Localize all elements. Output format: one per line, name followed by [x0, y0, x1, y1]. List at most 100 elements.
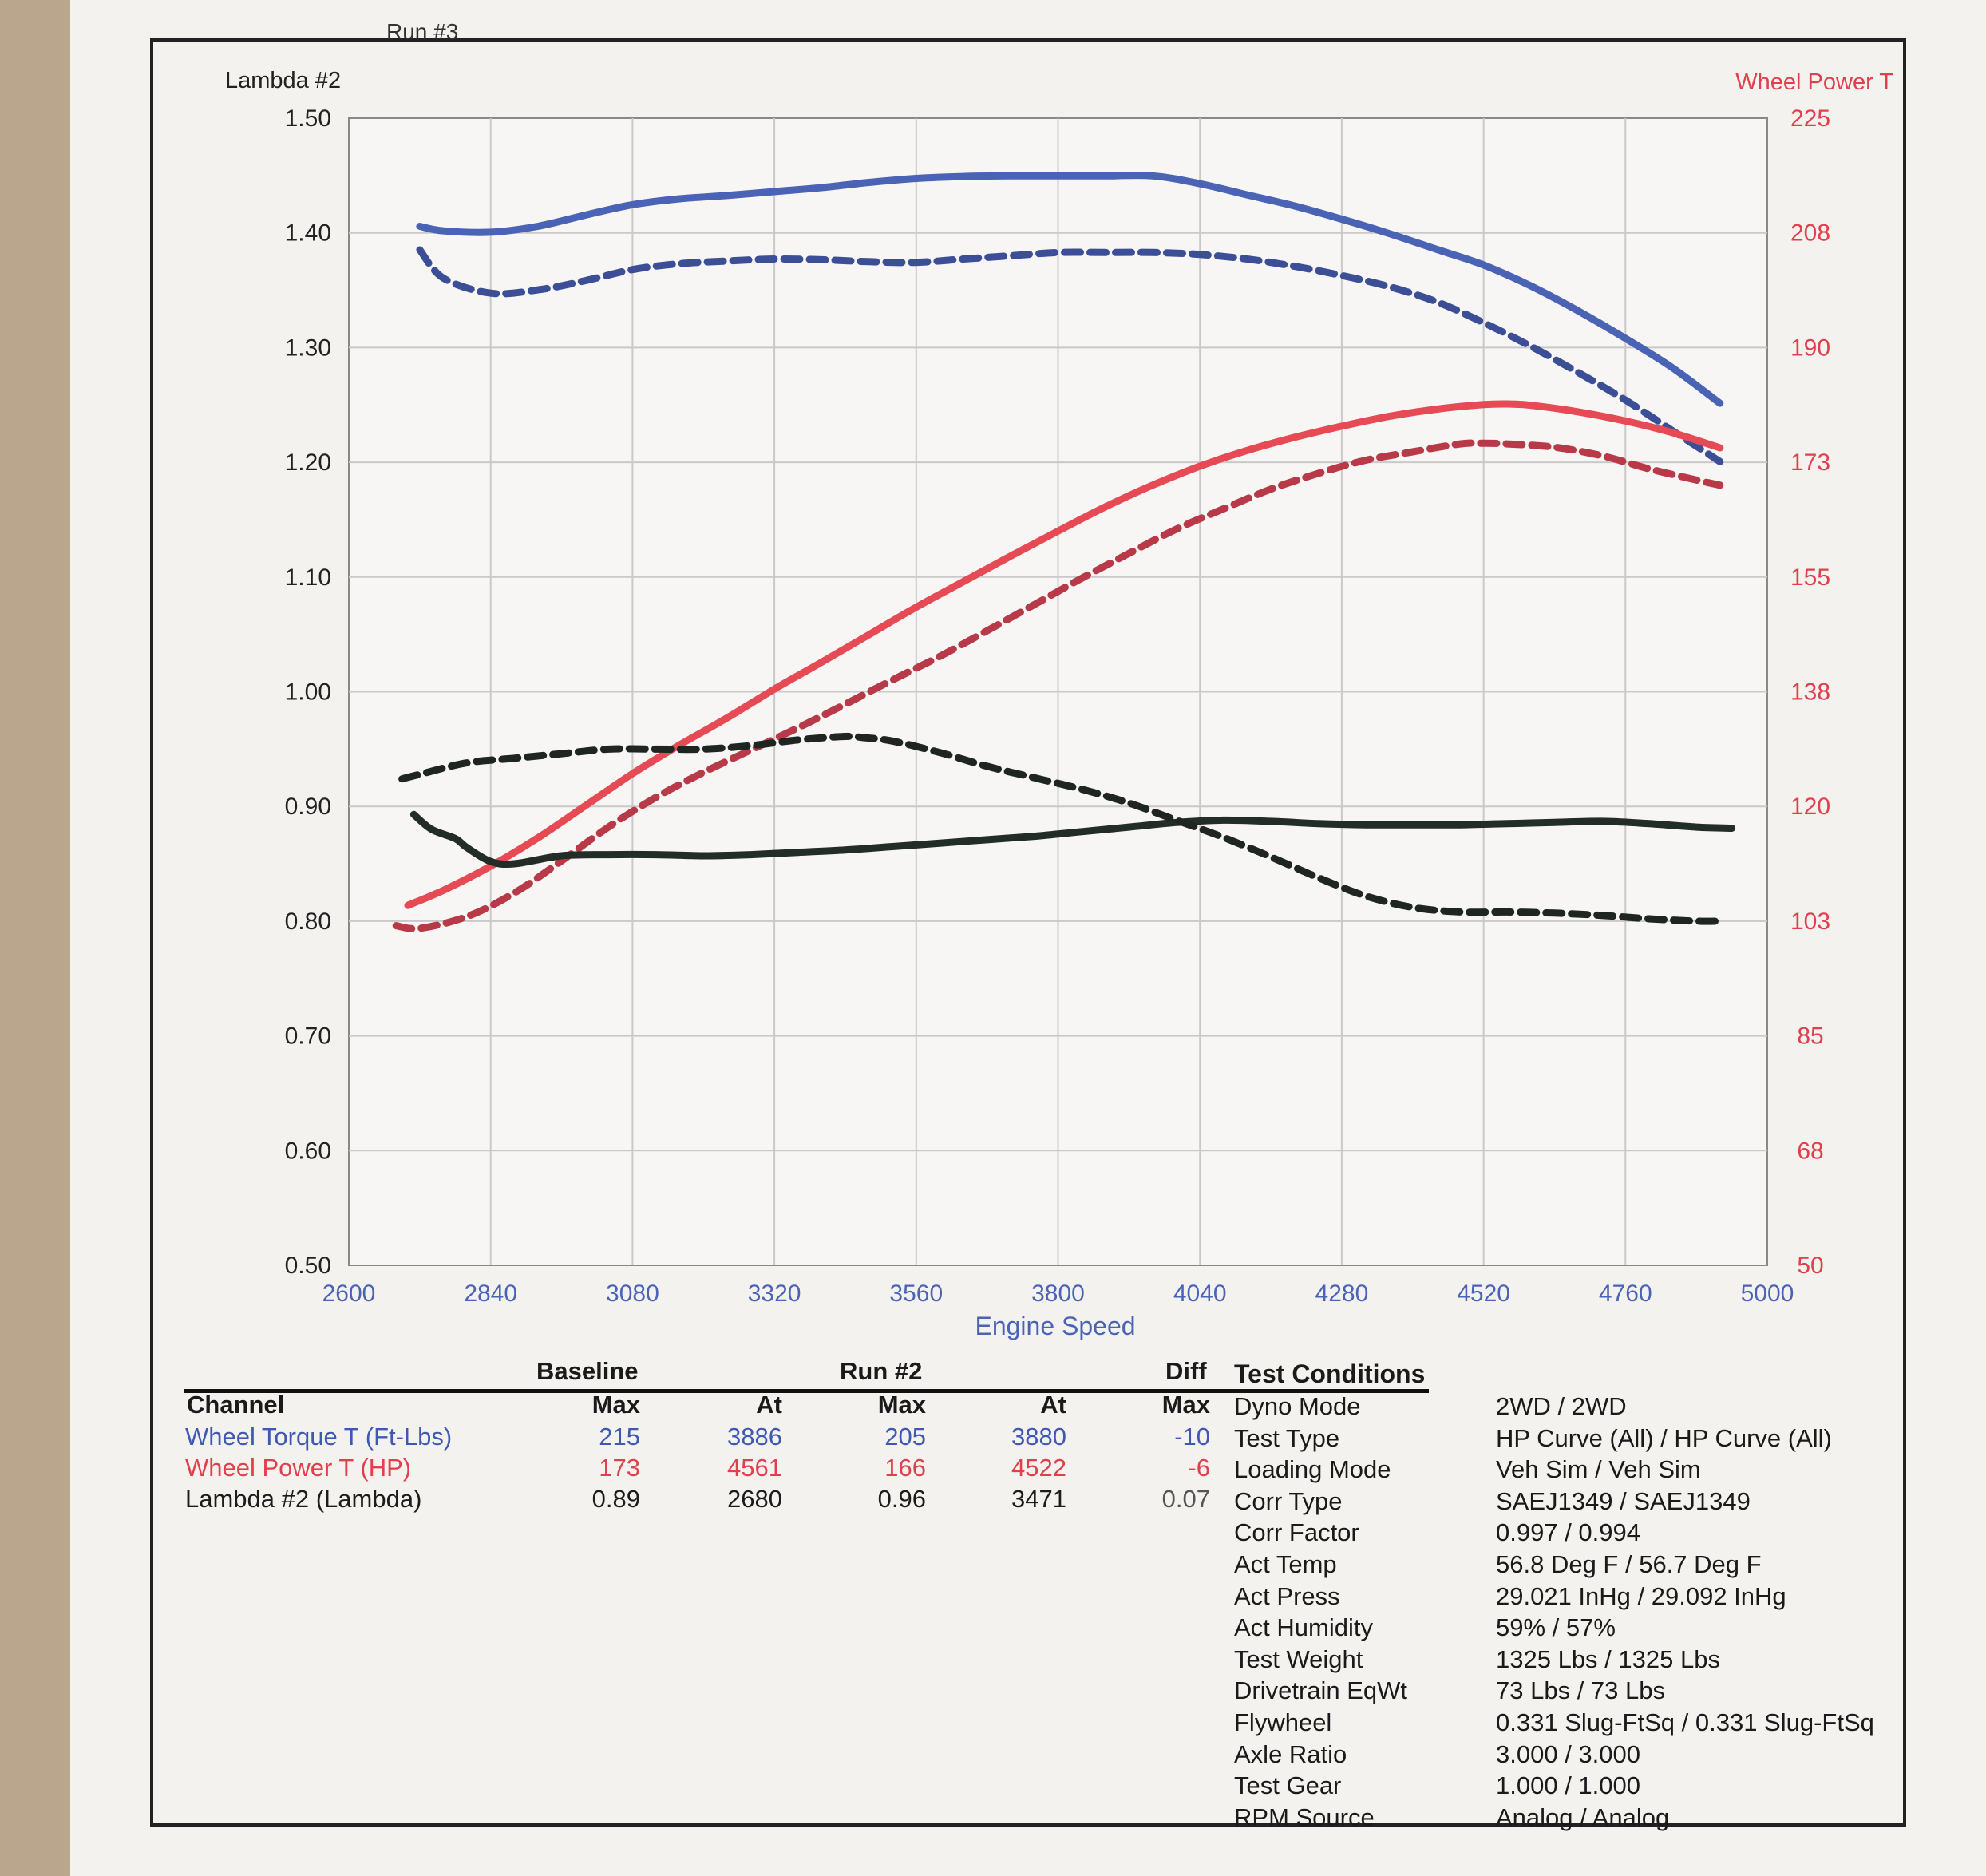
x-tick-label: 4760	[1599, 1280, 1652, 1307]
condition-label: Flywheel	[1234, 1708, 1332, 1736]
condition-label: Corr Type	[1234, 1486, 1343, 1515]
left-tick-label: 1.30	[285, 334, 331, 361]
left-tick-label: 0.90	[285, 794, 331, 820]
cell-run2-max: 205	[884, 1423, 926, 1451]
col-run2-max: Max	[877, 1391, 926, 1419]
condition-value: 59% / 57%	[1496, 1613, 1616, 1642]
cell-channel: Lambda #2 (Lambda)	[185, 1485, 422, 1513]
condition-label: Test Type	[1234, 1423, 1340, 1452]
cell-run2-at: 3471	[1011, 1485, 1066, 1513]
left-tick-label: 1.20	[285, 449, 331, 476]
series-line-1	[416, 246, 1724, 465]
left-tick-label: 0.50	[285, 1253, 331, 1279]
condition-value: 73 Lbs / 73 Lbs	[1496, 1676, 1665, 1705]
col-channel: Channel	[187, 1391, 285, 1419]
x-tick-label: 3080	[606, 1280, 659, 1307]
report-frame: Run #3	[150, 19, 1906, 1827]
condition-label: Act Press	[1234, 1581, 1340, 1610]
test-conditions-rule	[1233, 1389, 1429, 1393]
condition-value: HP Curve (All) / HP Curve (All)	[1496, 1423, 1832, 1452]
cell-diff-max: 0.07	[1161, 1485, 1210, 1513]
x-tick-label: 3560	[889, 1280, 943, 1307]
series-line-5	[398, 732, 1724, 925]
cell-run2-max: 166	[884, 1454, 926, 1482]
x-tick-label: 2600	[322, 1280, 376, 1307]
right-axis-label: Wheel Power T	[1735, 69, 1893, 95]
left-tick-label: 1.10	[285, 564, 331, 591]
cell-run2-at: 3880	[1011, 1423, 1066, 1451]
condition-label: Axle Ratio	[1234, 1739, 1347, 1768]
condition-label: RPM Source	[1234, 1803, 1375, 1831]
condition-value: 1325 Lbs / 1325 Lbs	[1496, 1644, 1720, 1673]
col-baseline-max: Max	[591, 1391, 640, 1419]
right-tick-label: 190	[1790, 334, 1830, 361]
run-title: Run #3	[386, 19, 459, 44]
cell-baseline-max: 173	[599, 1454, 640, 1482]
test-conditions-title: Test Conditions	[1234, 1360, 1426, 1388]
left-tick-label: 0.70	[285, 1023, 331, 1050]
group-run2: Run #2	[840, 1357, 923, 1385]
series-line-4	[409, 810, 1736, 869]
left-tick-label: 1.00	[285, 679, 331, 706]
left-axis-label: Lambda #2	[225, 68, 341, 93]
x-tick-label: 2840	[464, 1280, 517, 1307]
condition-label: Loading Mode	[1234, 1455, 1391, 1484]
cell-run2-max: 0.96	[877, 1485, 926, 1513]
condition-label: Act Temp	[1234, 1550, 1337, 1578]
series-line-0	[416, 172, 1724, 407]
right-tick-label: 85	[1797, 1023, 1823, 1050]
dyno-chart: 2600 2840 3080 3320 3560 3800 4040 4280 4520 4760…	[225, 68, 1893, 1340]
condition-value: Analog / Analog	[1496, 1803, 1670, 1831]
cell-baseline-max: 215	[599, 1423, 640, 1451]
col-baseline-at: At	[756, 1391, 782, 1419]
series-line-2	[404, 400, 1724, 909]
condition-value: 1.000 / 1.000	[1496, 1771, 1640, 1800]
cell-diff-max: -6	[1188, 1454, 1210, 1482]
left-tick-label: 0.60	[285, 1138, 331, 1164]
cell-baseline-at: 2680	[727, 1485, 782, 1513]
series-line-3	[392, 439, 1724, 932]
table-rule	[184, 1389, 1429, 1393]
right-tick-label: 138	[1790, 679, 1830, 706]
col-run2-at: At	[1040, 1391, 1066, 1419]
condition-value: 3.000 / 3.000	[1496, 1739, 1640, 1768]
cell-baseline-at: 3886	[727, 1423, 782, 1451]
x-tick-label: 4040	[1173, 1280, 1227, 1307]
left-tick-label: 0.80	[285, 908, 331, 935]
col-diff-max: Max	[1161, 1391, 1210, 1419]
right-tick-label: 68	[1797, 1138, 1823, 1164]
right-tick-label: 120	[1790, 794, 1830, 820]
x-tick-label: 4280	[1315, 1280, 1369, 1307]
condition-label: Dyno Mode	[1234, 1392, 1361, 1420]
cell-channel: Wheel Torque T (Ft-Lbs)	[185, 1423, 453, 1451]
x-tick-label: 3800	[1031, 1280, 1085, 1307]
x-tick-label: 4520	[1457, 1280, 1510, 1307]
left-tick-label: 1.40	[285, 220, 331, 247]
right-tick-label: 173	[1790, 449, 1830, 476]
cell-run2-at: 4522	[1011, 1454, 1066, 1482]
x-axis-label: Engine Speed	[975, 1312, 1135, 1340]
condition-label: Corr Factor	[1234, 1518, 1359, 1547]
condition-label: Drivetrain EqWt	[1234, 1676, 1408, 1705]
condition-label: Test Weight	[1234, 1644, 1363, 1673]
cell-baseline-at: 4561	[727, 1454, 782, 1482]
right-tick-label: 155	[1790, 564, 1830, 591]
x-tick-label: 5000	[1741, 1280, 1794, 1307]
condition-label: Test Gear	[1234, 1771, 1342, 1800]
condition-value: 0.997 / 0.994	[1496, 1518, 1640, 1547]
right-tick-label: 208	[1790, 220, 1830, 247]
right-tick-label: 225	[1790, 105, 1830, 132]
cell-channel: Wheel Power T (HP)	[185, 1454, 412, 1482]
cell-baseline-max: 0.89	[591, 1485, 640, 1513]
cell-diff-max: -10	[1174, 1423, 1210, 1451]
condition-value: 29.021 InHg / 29.092 InHg	[1496, 1581, 1786, 1610]
condition-value: 56.8 Deg F / 56.7 Deg F	[1496, 1550, 1762, 1578]
condition-value: 0.331 Slug-FtSq / 0.331 Slug-FtSq	[1496, 1708, 1874, 1736]
condition-value: SAEJ1349 / SAEJ1349	[1496, 1486, 1751, 1515]
x-tick-label: 3320	[748, 1280, 801, 1307]
condition-value: Veh Sim / Veh Sim	[1496, 1455, 1701, 1484]
group-baseline: Baseline	[536, 1357, 639, 1385]
condition-label: Act Humidity	[1234, 1613, 1373, 1642]
right-tick-label: 103	[1790, 908, 1830, 935]
left-tick-label: 1.50	[285, 105, 331, 132]
